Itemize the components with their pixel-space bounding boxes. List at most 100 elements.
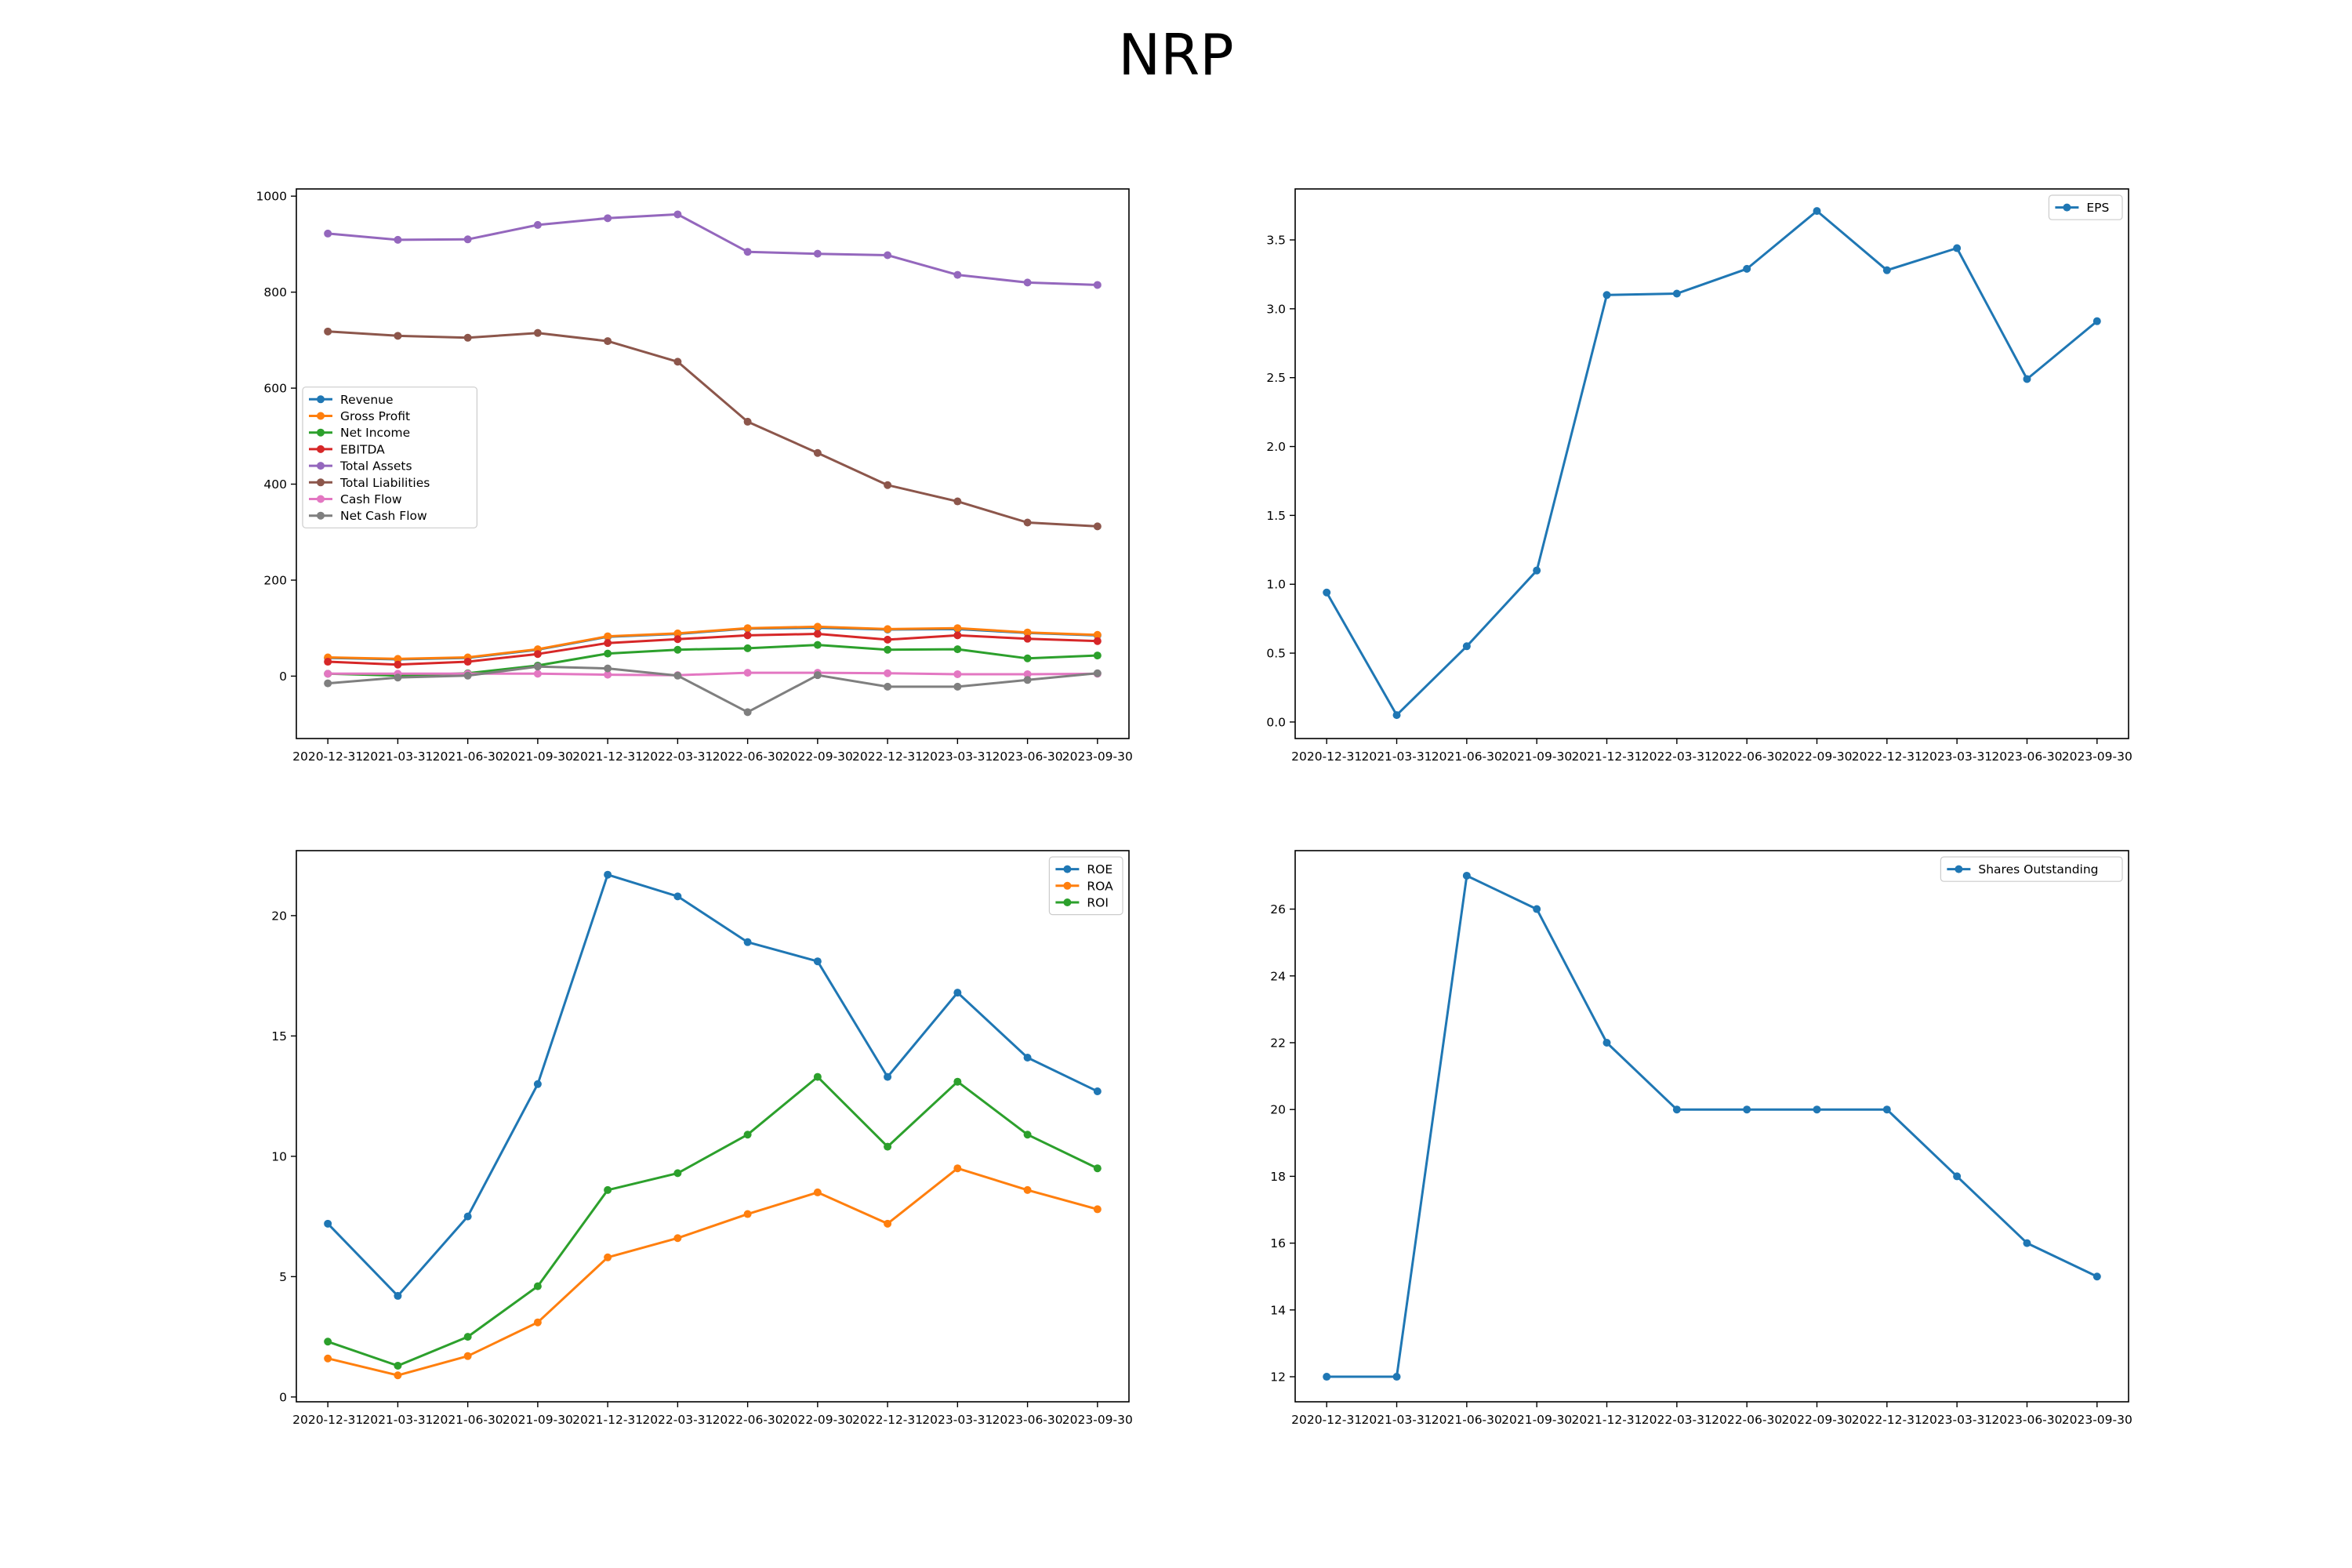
x-tick-label: 2021-06-30	[433, 750, 503, 764]
data-point-net-cash-flow	[884, 682, 892, 691]
x-tick-label: 2023-09-30	[2062, 1413, 2132, 1427]
y-tick-label: 24	[1270, 969, 1286, 983]
legend-entry: Total Assets	[339, 459, 412, 474]
series-line-cash-flow	[328, 671, 1098, 677]
data-point-roa	[813, 1188, 822, 1196]
x-tick-label: 2023-03-31	[922, 750, 993, 764]
data-point-total-liabilities	[673, 358, 682, 366]
data-point-ebitda	[743, 631, 752, 640]
data-point-cash-flow	[324, 670, 332, 678]
data-point-ebitda	[1023, 634, 1032, 643]
x-tick-label: 2022-12-31	[1852, 750, 1922, 764]
data-point-eps	[1672, 289, 1681, 298]
x-tick-label: 2020-12-31	[1291, 1413, 1362, 1427]
x-tick-label: 2023-03-31	[922, 1413, 993, 1427]
figure-title: NRP	[1118, 22, 1234, 88]
series-line-roi	[327, 1076, 1098, 1367]
x-tick-label: 2022-03-31	[642, 1413, 713, 1427]
data-point-roa	[463, 1352, 472, 1360]
y-tick-label: 2.0	[1266, 440, 1286, 454]
data-point-eps	[1813, 207, 1821, 216]
x-tick-label: 2020-12-31	[1291, 750, 1362, 764]
x-tick-label: 2022-03-31	[1642, 1413, 1712, 1427]
y-tick-label: 200	[263, 573, 287, 587]
data-point-eps	[1882, 266, 1891, 274]
data-point-cash-flow	[884, 669, 892, 677]
x-tick-label: 2023-06-30	[993, 750, 1063, 764]
data-point-total-liabilities	[884, 481, 892, 489]
data-point-roa	[953, 1164, 962, 1173]
data-point-net-cash-flow	[1023, 676, 1032, 684]
legend-marker	[317, 445, 325, 453]
data-point-ebitda	[533, 650, 542, 659]
y-tick-label: 800	[263, 285, 287, 299]
data-point-ebitda	[394, 660, 402, 669]
data-point-total-liabilities	[813, 448, 822, 457]
series-line-revenue	[328, 626, 1098, 661]
y-tick-label: 400	[263, 477, 287, 492]
series-line-roa	[327, 1167, 1098, 1377]
data-point-total-assets	[1093, 281, 1102, 289]
data-point-roi	[673, 1169, 682, 1178]
x-tick-label: 2022-12-31	[852, 750, 923, 764]
x-tick-label: 2021-03-31	[362, 750, 433, 764]
legend-box	[302, 387, 477, 528]
data-point-net-income	[953, 645, 962, 654]
legend: Shares Outstanding	[1940, 856, 2123, 882]
data-point-net-cash-flow	[813, 671, 822, 680]
legend-marker	[317, 428, 325, 437]
legend-entry: EBITDA	[340, 442, 385, 456]
data-point-ebitda	[604, 639, 612, 648]
y-tick-label: 14	[1270, 1303, 1286, 1317]
data-point-eps	[1743, 264, 1751, 273]
chart-panel-3: 2020-12-31 2021-03-31 2021-06-30 2021-09-30…	[271, 850, 1133, 1427]
data-point-roi	[953, 1077, 962, 1086]
data-point-roi	[1093, 1164, 1102, 1173]
data-point-net-income	[884, 645, 892, 654]
legend-box	[1940, 856, 2123, 882]
data-point-total-liabilities	[394, 332, 402, 340]
data-point-roi	[463, 1333, 472, 1341]
data-point-shares-outstanding	[1672, 1105, 1681, 1114]
data-point-shares-outstanding	[1533, 905, 1541, 913]
x-tick-label: 2022-12-31	[1852, 1413, 1922, 1427]
data-point-cash-flow	[1023, 670, 1032, 678]
x-tick-label: 2021-03-31	[1361, 1413, 1432, 1427]
y-tick-label: 18	[1270, 1170, 1286, 1184]
data-point-total-liabilities	[463, 333, 472, 342]
data-point-roe	[1023, 1054, 1032, 1062]
data-point-roi	[884, 1142, 892, 1151]
series-line-ebitda	[328, 633, 1098, 666]
plot-frame	[296, 188, 1130, 739]
data-point-roa	[743, 1210, 752, 1218]
legend-entry: ROA	[1087, 879, 1113, 893]
data-point-gross-profit	[1023, 628, 1032, 637]
data-point-ebitda	[884, 635, 892, 644]
chart-panel-4: 2020-12-31 2021-03-31 2021-06-30 2021-09-30…	[1270, 850, 2132, 1427]
data-point-total-liabilities	[533, 328, 542, 337]
data-point-total-assets	[884, 251, 892, 260]
legend-entry: Gross Profit	[340, 409, 410, 423]
y-tick-label: 20	[1270, 1103, 1286, 1117]
x-tick-label: 2022-12-31	[852, 1413, 923, 1427]
data-point-total-assets	[533, 220, 542, 229]
y-tick-label: 1.0	[1266, 578, 1286, 592]
series-line-total-assets	[328, 212, 1098, 286]
data-point-net-cash-flow	[743, 708, 752, 717]
data-point-shares-outstanding	[1953, 1172, 1962, 1181]
data-point-total-liabilities	[324, 327, 332, 336]
data-point-roe	[1093, 1087, 1102, 1095]
y-tick-label: 3.0	[1266, 302, 1286, 316]
data-point-roa	[604, 1253, 612, 1261]
legend-marker	[317, 495, 325, 503]
data-point-gross-profit	[953, 624, 962, 633]
y-tick-label: 20	[271, 909, 287, 923]
data-point-total-assets	[324, 229, 332, 238]
y-tick-label: 0	[279, 670, 287, 684]
data-point-roe	[953, 989, 962, 997]
data-point-ebitda	[324, 658, 332, 666]
data-point-ebitda	[1093, 637, 1102, 645]
x-tick-label: 2023-03-31	[1922, 750, 1992, 764]
legend-marker	[2063, 203, 2071, 212]
